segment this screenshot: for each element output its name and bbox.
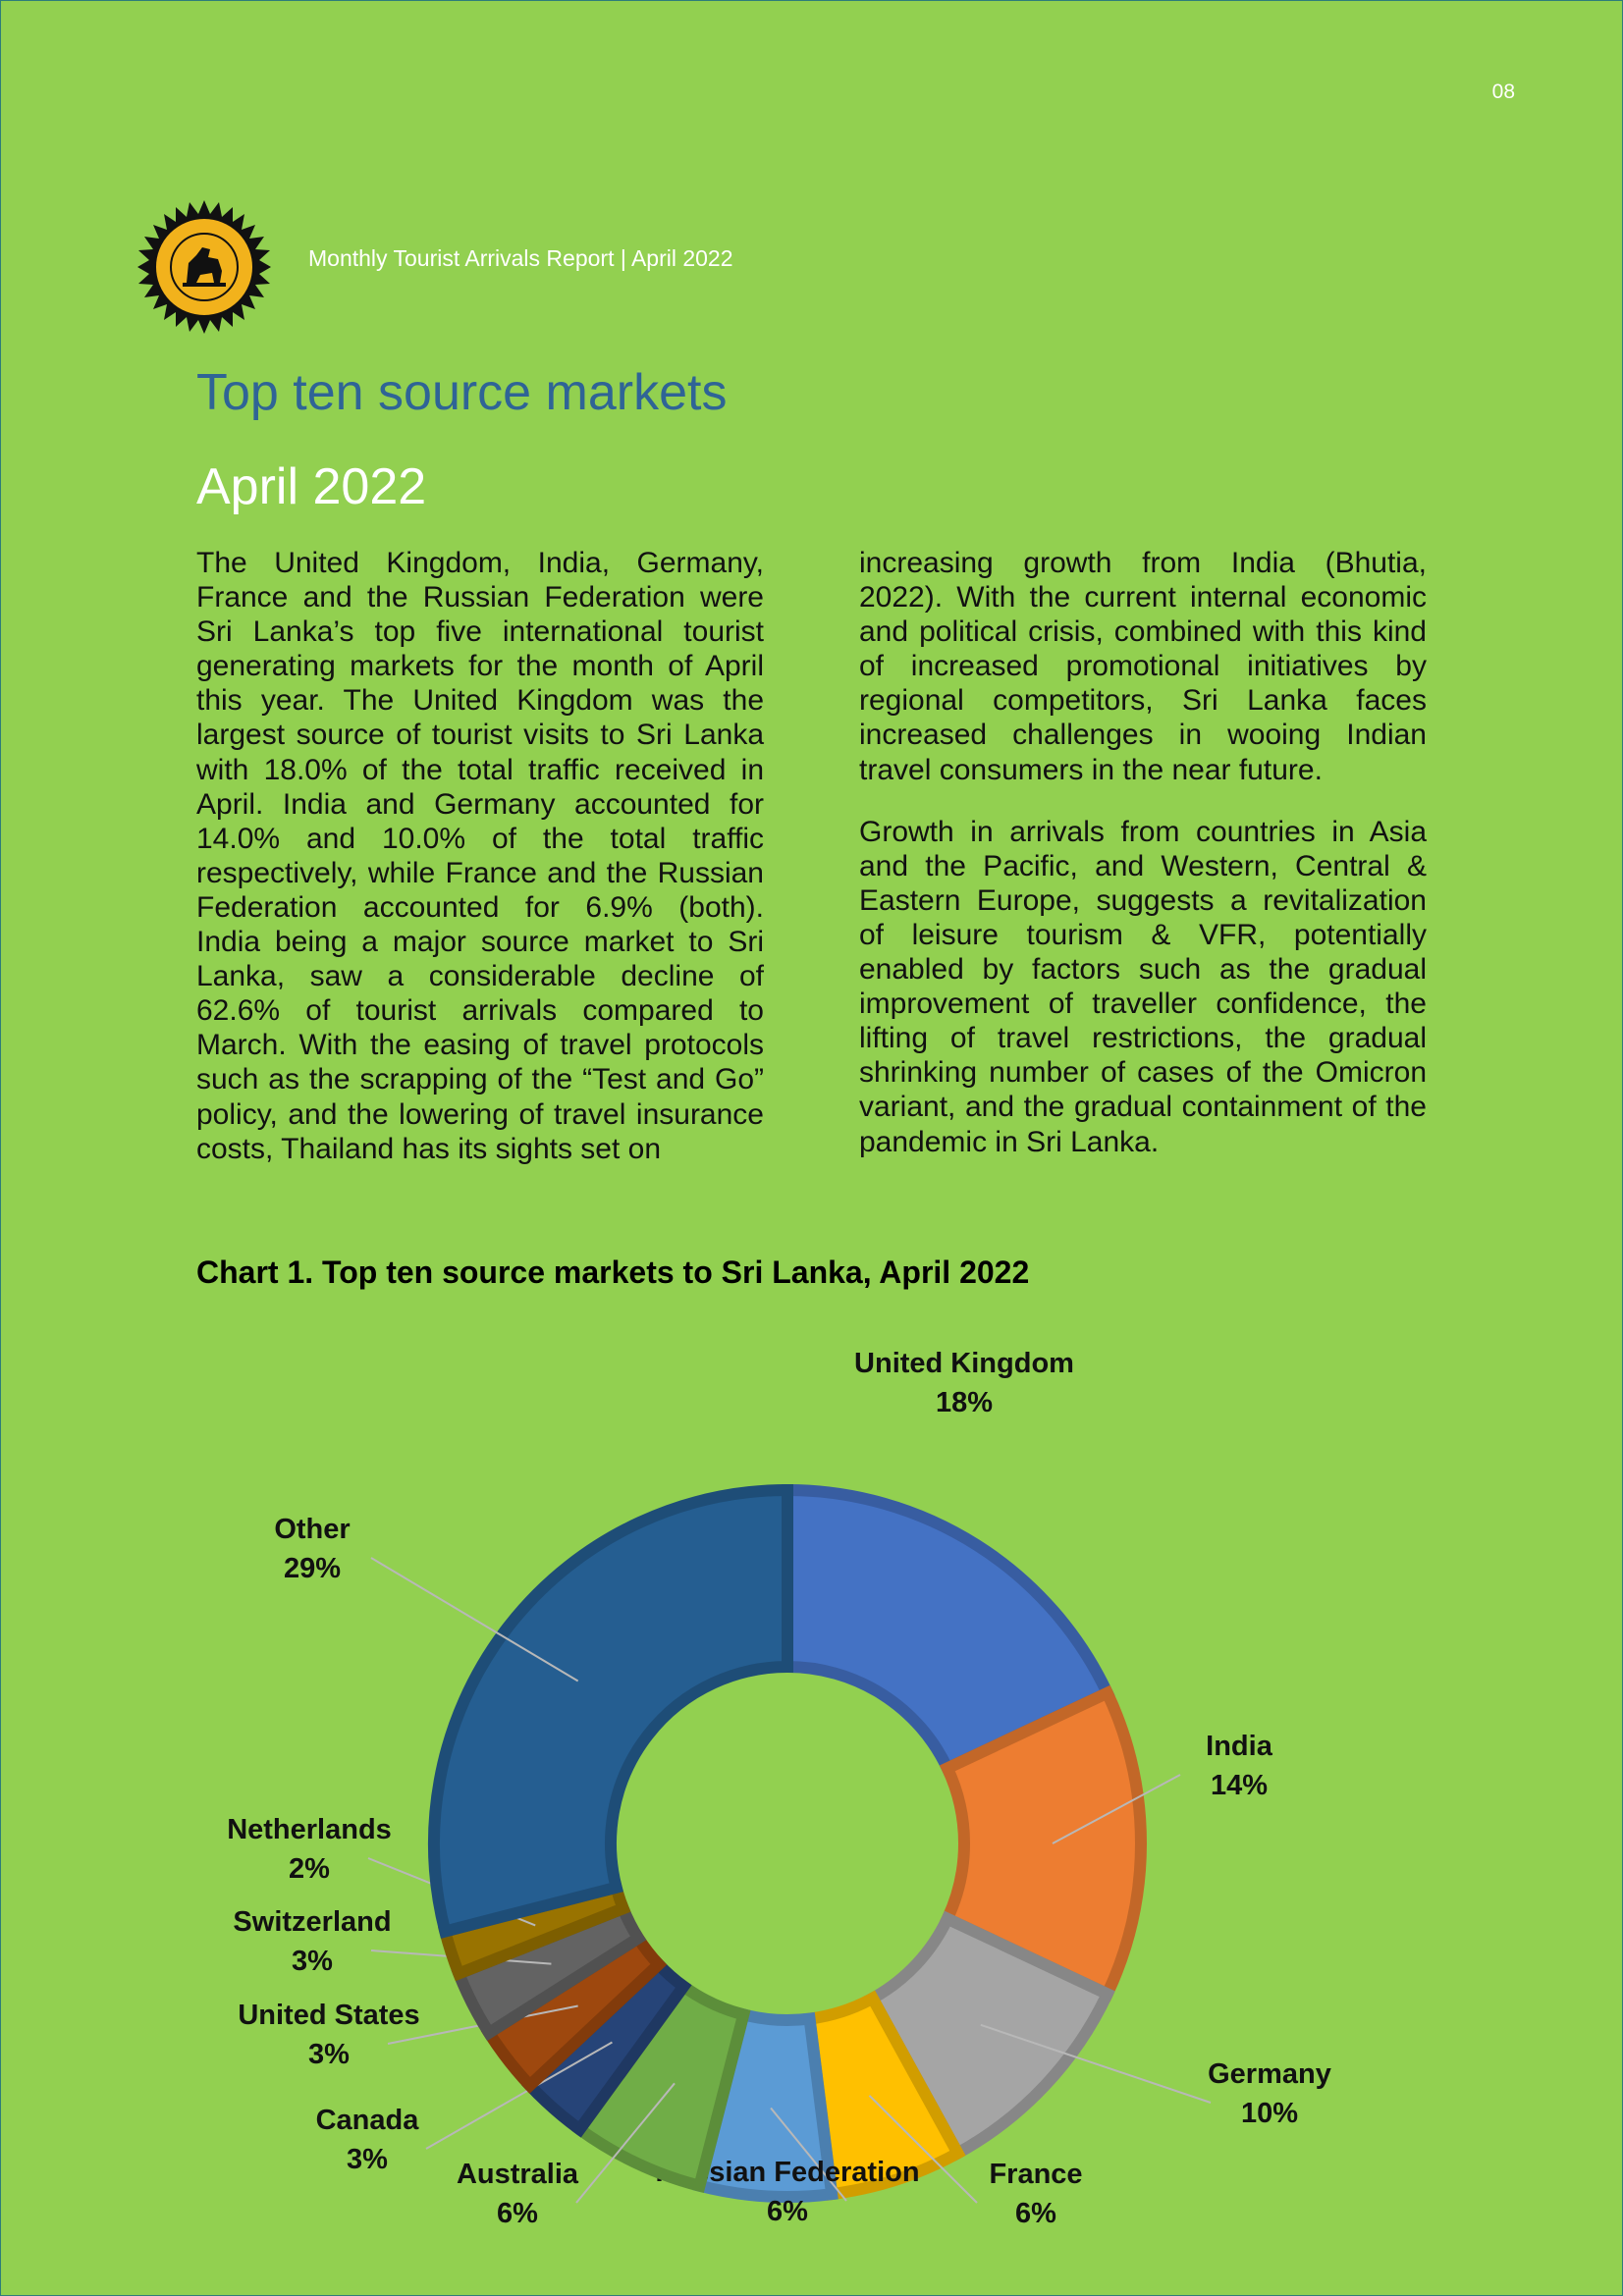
slice-value-netherlands: 2% — [289, 1853, 330, 1885]
leader-line-france — [868, 2095, 978, 2204]
slice-value-australia: 6% — [497, 2198, 538, 2229]
leader-line-russian-federation — [770, 2107, 847, 2202]
leader-line-canada — [425, 2041, 613, 2150]
slice-value-india: 14% — [1211, 1770, 1268, 1801]
donut-slice-other — [428, 1483, 793, 1939]
donut-slice-india — [939, 1684, 1147, 2002]
body-column-left: The United Kingdom, India, Germany, Fran… — [196, 546, 764, 1194]
chart-title: Chart 1. Top ten source markets to Sri L… — [196, 1255, 1030, 1290]
slice-value-canada: 3% — [347, 2144, 388, 2175]
page-number: 08 — [1491, 80, 1515, 103]
slice-label-australia: Australia — [457, 2159, 579, 2190]
leader-line-other — [370, 1557, 579, 1682]
slice-value-united-states: 3% — [308, 2039, 350, 2070]
slice-value-united-kingdom: 18% — [936, 1387, 993, 1418]
donut-chart: United Kingdom 18% India 14% Germany 10% Franc… — [227, 1348, 1331, 2229]
slice-label-india: India — [1206, 1731, 1273, 1762]
slice-label-other: Other — [274, 1514, 350, 1545]
body-paragraph: The United Kingdom, India, Germany, Fran… — [196, 547, 764, 1165]
slice-label-canada: Canada — [316, 2105, 420, 2136]
page-title: Top ten source markets — [196, 364, 728, 421]
slice-label-united-states: United States — [238, 2000, 419, 2031]
report-header: Monthly Tourist Arrivals Report | April … — [308, 245, 733, 271]
body-column-right: increasing growth from India (Bhutia, 20… — [859, 546, 1427, 1187]
leader-line-india — [1052, 1774, 1181, 1844]
slice-value-russian-federation: 6% — [767, 2196, 808, 2227]
slice-label-switzerland: Switzerland — [233, 1906, 391, 1938]
slice-value-france: 6% — [1015, 2198, 1056, 2229]
sri-lanka-tourism-logo-icon — [137, 200, 271, 334]
slice-value-other: 29% — [284, 1553, 341, 1584]
slice-value-switzerland: 3% — [292, 1946, 333, 1977]
body-paragraph: Growth in arrivals from countries in Asi… — [859, 815, 1427, 1158]
page-subtitle: April 2022 — [196, 458, 427, 515]
slice-label-united-kingdom: United Kingdom — [854, 1348, 1074, 1379]
leader-line-australia — [575, 2082, 676, 2204]
slice-label-france: France — [989, 2159, 1082, 2190]
slice-label-germany: Germany — [1208, 2058, 1331, 2090]
leader-line-germany — [980, 2023, 1212, 2104]
body-paragraph: increasing growth from India (Bhutia, 20… — [859, 547, 1427, 786]
donut-slice-united-kingdom — [782, 1483, 1115, 1777]
slice-label-netherlands: Netherlands — [227, 1814, 392, 1845]
slice-value-germany: 10% — [1241, 2098, 1298, 2129]
